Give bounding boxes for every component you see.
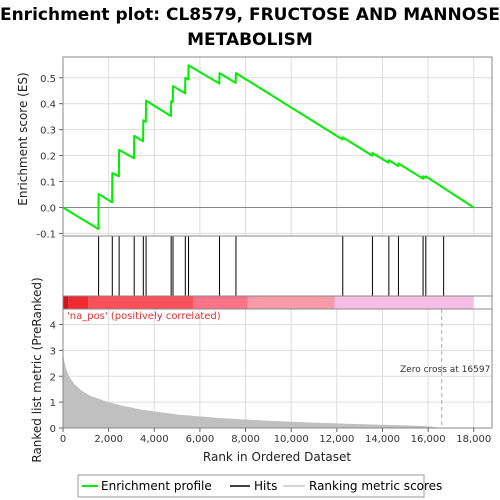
x-tick-label-9: 18,000 xyxy=(456,434,491,445)
x-axis-label: Rank in Ordered Dataset xyxy=(203,450,351,464)
x-tick-label-8: 16,000 xyxy=(411,434,446,445)
es-tick-label-1: 0.0 xyxy=(40,203,56,214)
heat-segment-3 xyxy=(193,296,248,309)
metric-axis-label: Ranked list metric (PreRanked) xyxy=(30,277,44,462)
metric-tick-label-0: 0 xyxy=(50,424,56,435)
metric-panel: 0 1 2 3 4 xyxy=(50,308,493,435)
es-line xyxy=(62,64,475,230)
es-axis-label: Enrichment score (ES) xyxy=(16,72,30,205)
x-tick-label-2: 4,000 xyxy=(140,434,169,445)
es-tick-label-3: 0.2 xyxy=(40,152,56,163)
x-axis: 0 2,000 4,000 6,000 8,000 10,000 12,000 14,000 1… xyxy=(60,428,491,445)
hits-panel xyxy=(62,235,493,297)
heat-segment-4 xyxy=(247,296,335,309)
chart-title-line1: Enrichment plot: CL8579, FRUCTOSE AND MA… xyxy=(0,5,500,25)
x-tick-label-3: 6,000 xyxy=(186,434,215,445)
x-tick-label-1: 2,000 xyxy=(94,434,123,445)
metric-tick-label-1: 1 xyxy=(50,398,56,409)
zero-cross-label: Zero cross at 16597 xyxy=(400,365,490,375)
chart-title-line2: METABOLISM xyxy=(187,30,313,50)
legend-box xyxy=(77,474,425,498)
x-tick-label-6: 12,000 xyxy=(319,434,354,445)
legend: Enrichment profile Hits Ranking metric s… xyxy=(77,474,442,498)
hits-panel-frame xyxy=(62,235,493,297)
legend-label-hits: Hits xyxy=(254,479,277,493)
x-tick-label-4: 8,000 xyxy=(231,434,260,445)
es-tick-label-5: 0.4 xyxy=(40,100,56,111)
x-tick-label-5: 10,000 xyxy=(274,434,309,445)
es-panel: -0.1 0.0 0.1 0.2 0.3 0.4 0.5 xyxy=(36,56,493,240)
es-tick-label-2: 0.1 xyxy=(40,178,56,189)
heat-segment-5 xyxy=(334,296,474,309)
heatmap-bar xyxy=(62,295,493,310)
heat-segment-2 xyxy=(88,296,194,309)
heat-segment-1 xyxy=(68,296,89,309)
metric-area xyxy=(63,350,474,428)
metric-tick-label-2: 2 xyxy=(50,372,56,383)
heat-segment-0 xyxy=(63,296,69,309)
x-tick-label-0: 0 xyxy=(60,434,66,445)
legend-label-ranking: Ranking metric scores xyxy=(309,479,442,493)
es-tick-label-0: -0.1 xyxy=(36,229,56,240)
pos-correlated-label: 'na_pos' (positively correlated) xyxy=(67,311,221,322)
metric-panel-frame xyxy=(62,308,493,429)
es-tick-label-4: 0.3 xyxy=(40,126,56,137)
legend-label-enrichment: Enrichment profile xyxy=(101,479,212,493)
es-tick-label-6: 0.5 xyxy=(40,74,56,85)
metric-tick-label-4: 4 xyxy=(50,321,56,332)
x-tick-label-7: 14,000 xyxy=(365,434,400,445)
metric-tick-label-3: 3 xyxy=(50,346,56,357)
